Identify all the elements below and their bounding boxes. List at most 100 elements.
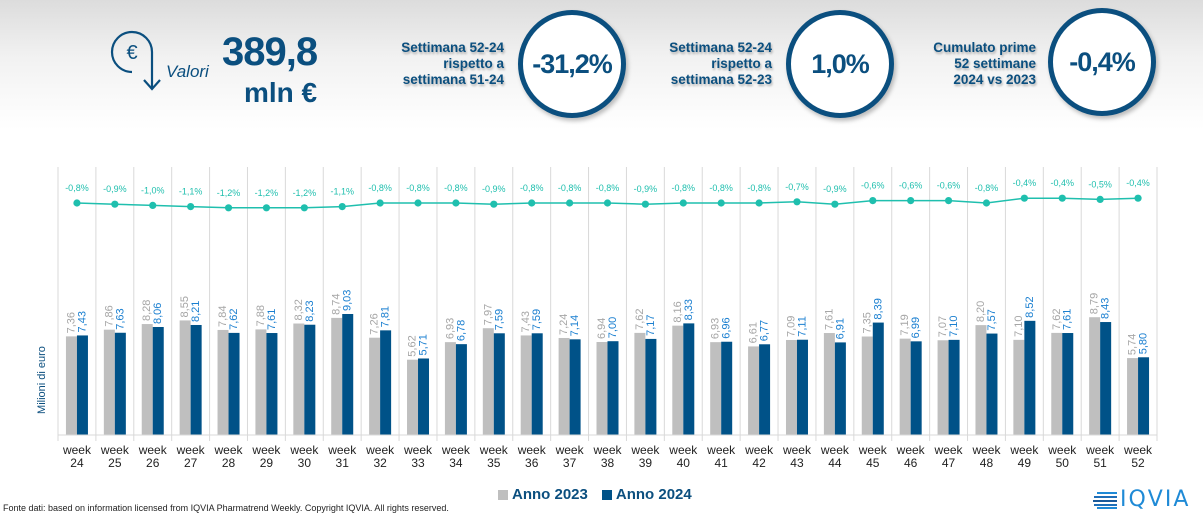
x-tick-label: week bbox=[214, 443, 244, 457]
legend-item-2024: Anno 2024 bbox=[601, 486, 692, 503]
bar-label-2024: 7,11 bbox=[796, 316, 808, 337]
x-tick-label: 50 bbox=[1056, 456, 1070, 470]
bar-2023 bbox=[899, 338, 911, 435]
bar-label-2023: 7,97 bbox=[482, 304, 494, 325]
bar-2024 bbox=[76, 335, 88, 435]
bar-2023 bbox=[65, 336, 77, 435]
x-tick-label: week bbox=[517, 443, 547, 457]
line-point bbox=[907, 197, 915, 205]
bar-label-2024: 8,43 bbox=[1100, 298, 1112, 319]
x-tick-label: 28 bbox=[222, 456, 236, 470]
line-point bbox=[944, 197, 953, 205]
kpi-label-week-vs-prev-week: Settimana 52-24 rispetto a settimana 51-… bbox=[380, 40, 504, 88]
line-point bbox=[982, 199, 991, 207]
bar-2024 bbox=[834, 342, 846, 435]
kpi-label-line: 52 settimane bbox=[954, 56, 1036, 71]
line-point bbox=[1020, 194, 1028, 202]
x-tick-label: week bbox=[858, 443, 888, 457]
x-tick-label: 29 bbox=[260, 456, 274, 470]
bar-label-2024: 7,61 bbox=[1062, 309, 1074, 330]
x-tick-label: week bbox=[100, 443, 130, 457]
line-chart: -0,8% -0,9% -1,0% -1,1% -1,2% -1,2% -1,2% -1,1%… bbox=[65, 178, 1150, 212]
bar-2023 bbox=[596, 342, 608, 435]
bar-label-2024: 8,33 bbox=[683, 299, 695, 320]
x-tick-label: week bbox=[744, 443, 774, 457]
x-tick-label: 43 bbox=[790, 456, 804, 470]
bar-2024 bbox=[683, 323, 695, 435]
bar-label-2024: 6,77 bbox=[759, 320, 771, 341]
kpi-circle-cumulative: -0,4% bbox=[1048, 8, 1156, 116]
bar-2023 bbox=[1051, 332, 1063, 435]
line-point bbox=[490, 200, 498, 208]
svg-text:€: € bbox=[126, 42, 137, 64]
bar-label-2023: 7,24 bbox=[558, 314, 570, 335]
legend-item-2023: Anno 2023 bbox=[498, 486, 588, 503]
bar-2024 bbox=[910, 341, 922, 435]
x-tick-label: 51 bbox=[1093, 456, 1107, 470]
x-tick-label: 44 bbox=[828, 456, 842, 470]
x-tick-label: 39 bbox=[639, 456, 653, 470]
bar-2023 bbox=[937, 340, 949, 435]
x-tick-label: 38 bbox=[601, 456, 615, 470]
bar-label-2023: 7,88 bbox=[255, 305, 267, 326]
bar-2024 bbox=[531, 333, 543, 435]
bar-label-2024: 6,96 bbox=[721, 317, 733, 338]
line-point bbox=[1096, 195, 1104, 203]
bar-2023 bbox=[710, 342, 722, 435]
bar-2024 bbox=[1138, 357, 1150, 435]
line-data-label: -1,2% bbox=[293, 188, 317, 198]
x-tick-label: week bbox=[1047, 443, 1077, 457]
bar-2023 bbox=[217, 329, 229, 435]
bar-label-2023: 7,35 bbox=[861, 312, 873, 333]
line-data-label: -0,6% bbox=[861, 181, 885, 191]
bar-label-2024: 7,57 bbox=[986, 309, 998, 330]
kpi-circle-week-vs-prev-year: 1,0% bbox=[786, 10, 894, 118]
x-tick-label: week bbox=[62, 443, 92, 457]
total-unit: mln € bbox=[244, 77, 318, 108]
x-tick-label: 24 bbox=[70, 456, 84, 470]
line-point bbox=[1134, 194, 1142, 202]
line-data-label: -0,8% bbox=[520, 183, 544, 193]
bar-label-2023: 7,07 bbox=[937, 316, 949, 337]
bar-2023 bbox=[141, 324, 153, 435]
x-tick-label: 36 bbox=[525, 456, 539, 470]
x-tick-label: 32 bbox=[373, 456, 387, 470]
bar-2023 bbox=[331, 317, 343, 435]
bar-chart: 7,36 7,43 7,86 7,63 8,28 8,06 8,55 8,21 7,84 7,62… bbox=[65, 290, 1150, 435]
bar-label-2024: 8,23 bbox=[304, 300, 316, 321]
bar-2024 bbox=[759, 344, 771, 435]
line-data-label: -0,9% bbox=[103, 184, 127, 194]
bar-label-2023: 6,93 bbox=[710, 318, 722, 339]
line-point bbox=[300, 204, 308, 212]
grid-lines bbox=[57, 167, 1158, 441]
x-tick-label: week bbox=[441, 443, 471, 457]
line-point bbox=[1058, 194, 1066, 202]
iqvia-logo-icon bbox=[1093, 491, 1117, 509]
bar-label-2024: 8,06 bbox=[152, 303, 164, 324]
bar-label-2023: 7,36 bbox=[65, 312, 77, 333]
bar-label-2024: 7,10 bbox=[948, 315, 960, 336]
x-tick-label: week bbox=[668, 443, 698, 457]
bar-2023 bbox=[785, 339, 797, 435]
bar-2023 bbox=[482, 328, 494, 435]
line-data-label: -0,7% bbox=[785, 182, 809, 192]
x-tick-label: week bbox=[555, 443, 585, 457]
bar-label-2023: 7,26 bbox=[369, 313, 381, 334]
bar-2023 bbox=[1089, 317, 1101, 435]
x-tick-label: week bbox=[782, 443, 812, 457]
legend: Anno 2023 Anno 2024 bbox=[498, 486, 692, 503]
bar-label-2024: 8,52 bbox=[1024, 296, 1036, 317]
bar-2024 bbox=[266, 333, 278, 435]
x-tick-label: 35 bbox=[487, 456, 501, 470]
valori-label: Valori bbox=[166, 62, 209, 81]
line-point bbox=[603, 199, 612, 207]
line-point bbox=[869, 197, 877, 205]
bar-label-2024: 7,59 bbox=[531, 309, 543, 330]
line-point bbox=[262, 204, 271, 212]
bar-2024 bbox=[645, 338, 657, 435]
bar-label-2024: 5,71 bbox=[418, 334, 430, 355]
x-tick-label: 47 bbox=[942, 456, 956, 470]
x-tick-label: week bbox=[706, 443, 736, 457]
bar-label-2024: 9,03 bbox=[342, 290, 354, 311]
bar-label-2024: 7,14 bbox=[569, 315, 581, 336]
